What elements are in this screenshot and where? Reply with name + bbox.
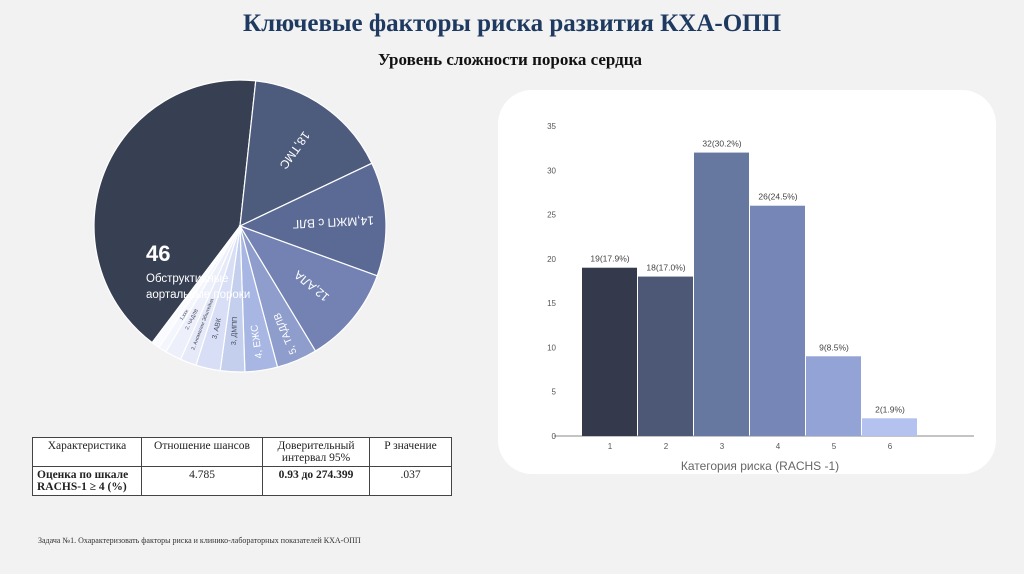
table-cell: .037 (369, 466, 452, 496)
bar (750, 205, 805, 436)
x-tick-label: 1 (608, 442, 613, 451)
pie-slice-label: 1,ххх (179, 308, 191, 321)
pie-slice-label: 14,МЖП с ВЛГ (292, 213, 374, 231)
page-title: Ключевые факторы риска развития КХА-ОПП (242, 10, 782, 37)
pie-slice-label: 4, ЕЖС (249, 324, 265, 359)
bar-data-label: 2(1.9%) (875, 404, 905, 414)
table-header-cell: Характеристика (32, 437, 142, 467)
bar (806, 356, 861, 436)
pie-main-label: аортальные пороки (146, 289, 250, 301)
bar-chart-card: 0 5 10 15 20 25 30 35 19(17.9%) 1 18(17.0%) 2 32(30.… (498, 90, 996, 474)
bar (862, 418, 917, 436)
pie-slice (151, 225, 241, 349)
bar-data-label: 18(17.0%) (646, 263, 685, 273)
x-axis-label: Категория риска (RACHS -1) (681, 459, 839, 473)
pie-main-label: Обструктивные (146, 273, 228, 285)
pie-chart: 18,ТМС 14,МЖП с ВЛГ 12,АЛА 5, ТАДЛВ 4, ЕЖС 3,… (90, 76, 390, 376)
y-tick-label: 35 (547, 122, 556, 131)
footnote: Задача №1. Охарактеризовать факторы риск… (38, 536, 361, 545)
pie-slice (238, 162, 387, 277)
table-cell: Оценка по шкале RACHS-1 ≥ 4 (%) (32, 466, 142, 496)
table-header-cell: P значение (369, 437, 452, 467)
pie-slice (238, 224, 378, 352)
x-tick-label: 2 (664, 442, 669, 451)
bar-data-label: 32(30.2%) (702, 139, 741, 149)
table-header-cell: Доверительный интервал 95% (262, 437, 370, 467)
stats-table: Характеристика Отношение шансов Доверите… (32, 437, 452, 496)
pie-main-value: 46 (146, 241, 170, 266)
x-tick-label: 5 (832, 442, 837, 451)
y-tick-label: 10 (547, 343, 556, 352)
y-tick-label: 15 (547, 299, 556, 308)
pie-slice-label: 3, ДМПП (231, 317, 239, 346)
bar (638, 276, 693, 436)
y-tick-label: 25 (547, 211, 556, 220)
x-tick-label: 6 (888, 442, 893, 451)
table-cell: 4.785 (141, 466, 263, 496)
bar-data-label: 19(17.9%) (590, 254, 629, 264)
y-tick-label: 30 (547, 166, 556, 175)
bar (582, 267, 637, 436)
bar (694, 152, 749, 437)
y-tick-label: 20 (547, 255, 556, 264)
y-tick-label: 5 (552, 388, 557, 397)
bar-data-label: 9(8.5%) (819, 342, 849, 352)
table-cell: 0.93 до 274.399 (262, 466, 370, 496)
y-tick-label: 0 (552, 432, 557, 441)
table-row: Оценка по шкале RACHS-1 ≥ 4 (%) 4.785 0.… (32, 466, 452, 496)
table-header-row: Характеристика Отношение шансов Доверите… (32, 437, 452, 467)
x-tick-label: 4 (776, 442, 781, 451)
bar-data-label: 26(24.5%) (758, 192, 797, 202)
chart-subtitle: Уровень сложности порока сердца (377, 50, 643, 69)
pie-slice-label: 3, АВК (211, 317, 223, 340)
pie-slice (93, 79, 257, 344)
x-tick-label: 3 (720, 442, 725, 451)
pie-slice (239, 80, 373, 228)
table-header-cell: Отношение шансов (141, 437, 263, 467)
